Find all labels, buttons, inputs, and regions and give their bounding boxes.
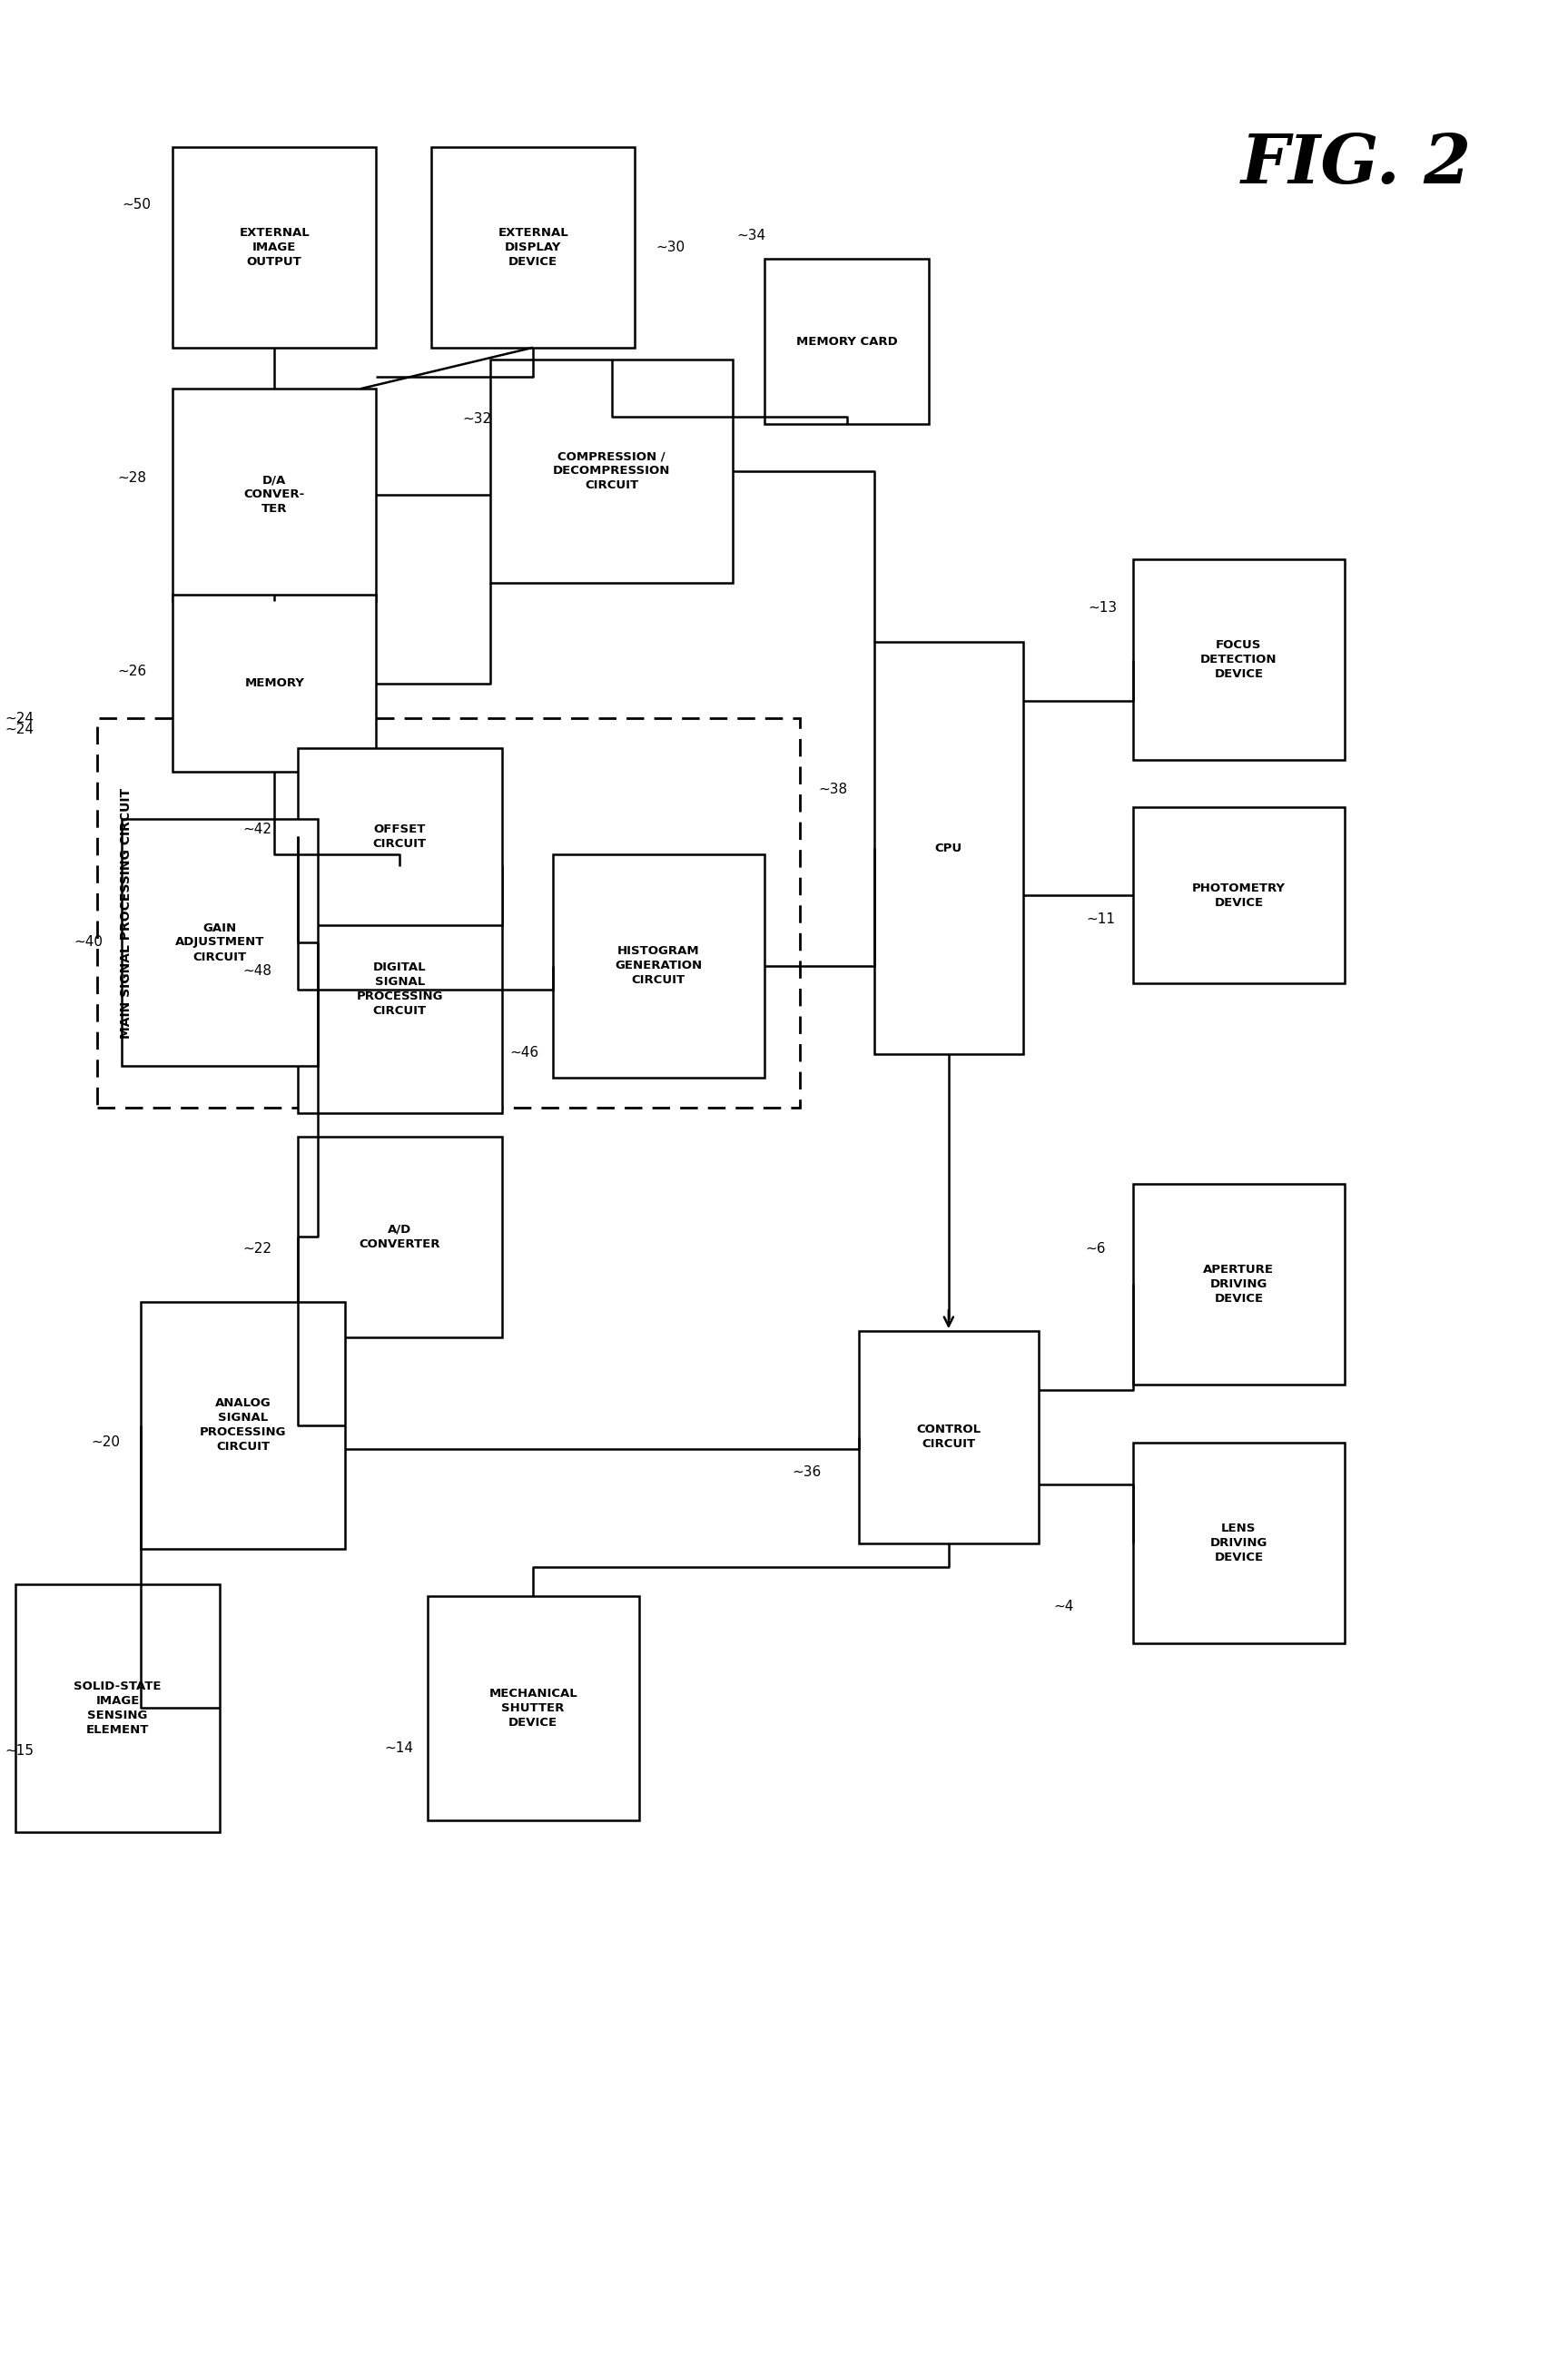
Text: ~24: ~24 (5, 723, 33, 737)
Text: ~50: ~50 (122, 198, 152, 212)
Bar (298, 865, 502, 1114)
Bar (1132, 1183, 1344, 1383)
Text: MAIN SIGNAL PROCESSING CIRCUIT: MAIN SIGNAL PROCESSING CIRCUIT (119, 787, 133, 1039)
Text: A/D
CONVERTER: A/D CONVERTER (359, 1223, 441, 1251)
Text: FIG. 2: FIG. 2 (1240, 132, 1472, 198)
Text: ~6: ~6 (1085, 1242, 1105, 1256)
Text: MEMORY CARD: MEMORY CARD (797, 335, 897, 349)
Bar (172, 146, 376, 346)
Text: FOCUS
DETECTION
DEVICE: FOCUS DETECTION DEVICE (1201, 638, 1276, 681)
Text: ~30: ~30 (655, 240, 685, 254)
Text: ~22: ~22 (243, 1242, 273, 1256)
Bar (426, 1597, 640, 1819)
Bar (122, 820, 318, 1065)
Bar (16, 1583, 220, 1833)
Bar (298, 749, 502, 924)
Text: ~28: ~28 (118, 471, 147, 485)
Text: ~38: ~38 (818, 782, 848, 796)
Text: MECHANICAL
SHUTTER
DEVICE: MECHANICAL SHUTTER DEVICE (489, 1687, 577, 1729)
Bar (1132, 561, 1344, 759)
Text: ~26: ~26 (118, 664, 147, 679)
Bar (859, 1331, 1038, 1543)
Text: ~40: ~40 (74, 935, 103, 949)
Bar (489, 358, 732, 582)
Text: ~42: ~42 (243, 822, 273, 836)
Text: ANALOG
SIGNAL
PROCESSING
CIRCUIT: ANALOG SIGNAL PROCESSING CIRCUIT (199, 1397, 287, 1454)
Text: APERTURE
DRIVING
DEVICE: APERTURE DRIVING DEVICE (1203, 1263, 1275, 1305)
Text: SOLID-STATE
IMAGE
SENSING
ELEMENT: SOLID-STATE IMAGE SENSING ELEMENT (74, 1680, 162, 1736)
Text: ~46: ~46 (510, 1046, 539, 1060)
Text: COMPRESSION /
DECOMPRESSION
CIRCUIT: COMPRESSION / DECOMPRESSION CIRCUIT (554, 450, 670, 492)
Text: LENS
DRIVING
DEVICE: LENS DRIVING DEVICE (1210, 1522, 1267, 1564)
Text: PHOTOMETRY
DEVICE: PHOTOMETRY DEVICE (1192, 881, 1286, 909)
Text: ~4: ~4 (1054, 1600, 1074, 1614)
Text: EXTERNAL
IMAGE
OUTPUT: EXTERNAL IMAGE OUTPUT (238, 226, 310, 269)
Bar (97, 719, 800, 1107)
Text: ~11: ~11 (1087, 912, 1116, 926)
Text: ~32: ~32 (463, 412, 492, 426)
Bar (873, 641, 1022, 1053)
Bar (765, 259, 928, 424)
Text: CPU: CPU (935, 841, 963, 855)
Text: OFFSET
CIRCUIT: OFFSET CIRCUIT (373, 822, 426, 851)
Bar (1132, 806, 1344, 985)
Text: GAIN
ADJUSTMENT
CIRCUIT: GAIN ADJUSTMENT CIRCUIT (176, 921, 263, 964)
Text: HISTOGRAM
GENERATION
CIRCUIT: HISTOGRAM GENERATION CIRCUIT (615, 945, 702, 987)
Text: ~36: ~36 (792, 1465, 822, 1480)
Text: ~15: ~15 (5, 1743, 34, 1758)
Bar (172, 389, 376, 601)
Bar (172, 594, 376, 773)
Bar (431, 146, 635, 346)
Text: ~48: ~48 (243, 964, 273, 978)
Bar (141, 1301, 345, 1550)
Text: MEMORY: MEMORY (245, 676, 304, 690)
Text: ~13: ~13 (1088, 601, 1118, 615)
Bar (298, 1136, 502, 1336)
Text: ~34: ~34 (737, 229, 767, 243)
Text: ~24: ~24 (5, 712, 34, 726)
Text: ~20: ~20 (91, 1435, 121, 1449)
Text: D/A
CONVER-
TER: D/A CONVER- TER (245, 474, 304, 516)
Bar (552, 853, 764, 1077)
Text: EXTERNAL
DISPLAY
DEVICE: EXTERNAL DISPLAY DEVICE (497, 226, 569, 269)
Text: CONTROL
CIRCUIT: CONTROL CIRCUIT (916, 1423, 982, 1451)
Bar (1132, 1442, 1344, 1644)
Text: DIGITAL
SIGNAL
PROCESSING
CIRCUIT: DIGITAL SIGNAL PROCESSING CIRCUIT (356, 961, 444, 1018)
Text: ~14: ~14 (384, 1741, 414, 1755)
